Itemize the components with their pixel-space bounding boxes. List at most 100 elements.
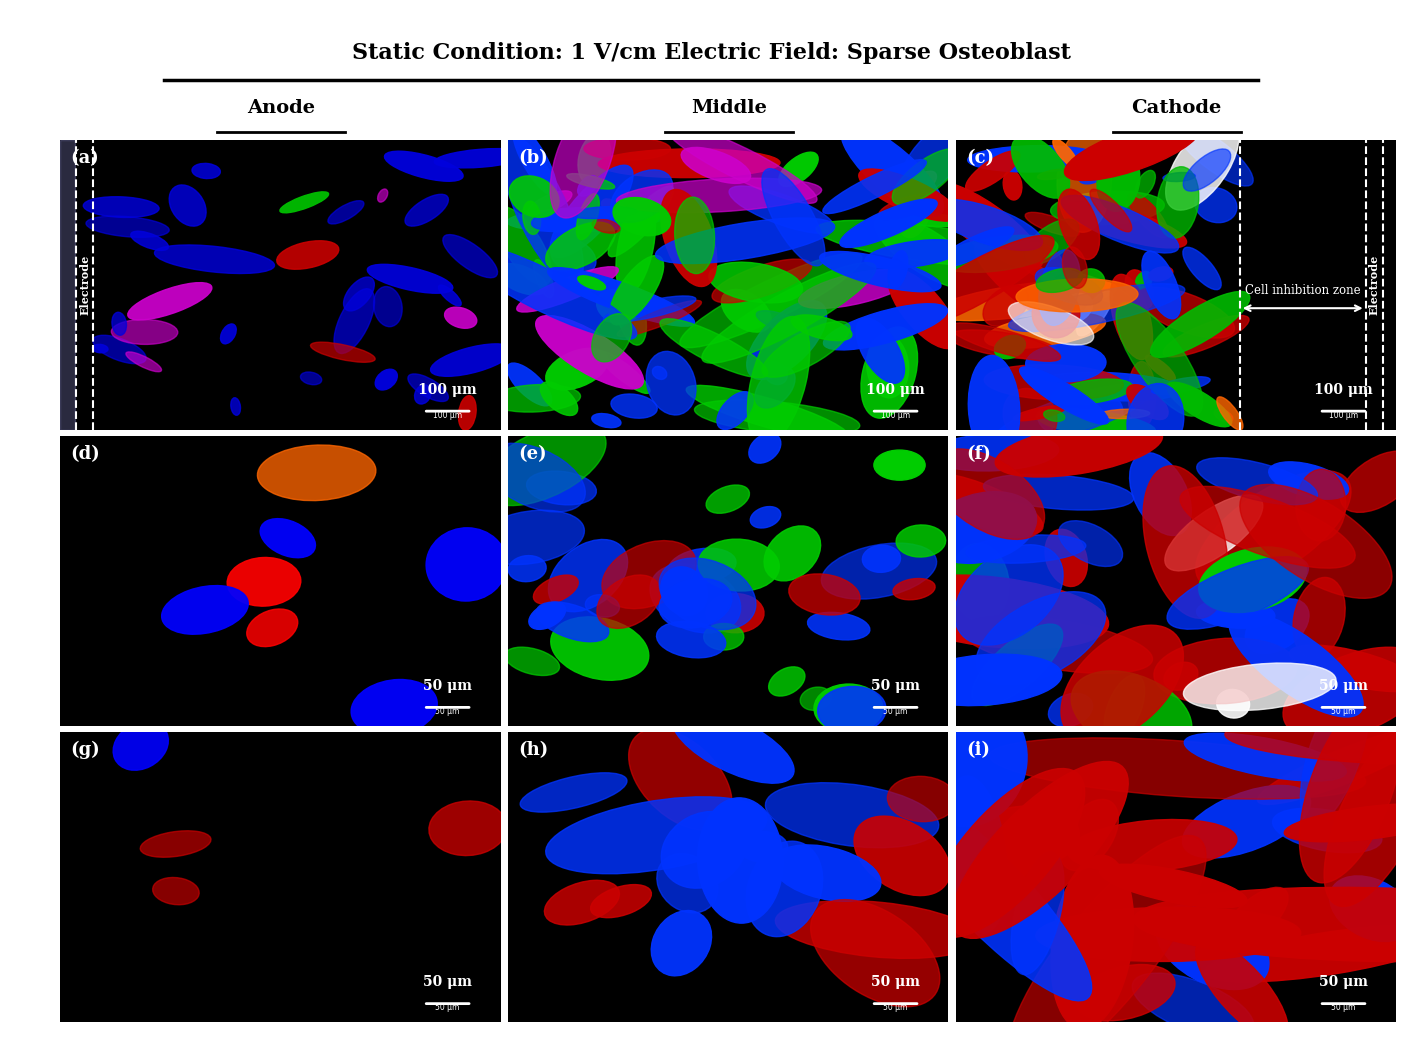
Ellipse shape (1065, 120, 1200, 180)
Ellipse shape (1146, 356, 1176, 381)
Ellipse shape (1183, 247, 1221, 289)
Ellipse shape (944, 776, 1007, 933)
Ellipse shape (1206, 925, 1422, 982)
Ellipse shape (375, 369, 397, 390)
Ellipse shape (966, 535, 1086, 563)
Ellipse shape (378, 189, 388, 202)
Ellipse shape (762, 169, 825, 265)
Ellipse shape (1224, 720, 1422, 764)
Ellipse shape (1103, 674, 1145, 740)
Ellipse shape (961, 616, 1153, 673)
Ellipse shape (1024, 219, 1079, 264)
Ellipse shape (862, 545, 900, 572)
Ellipse shape (661, 567, 707, 615)
Ellipse shape (1003, 389, 1057, 445)
Ellipse shape (1324, 720, 1422, 906)
Ellipse shape (1150, 291, 1250, 358)
Ellipse shape (840, 199, 937, 248)
Ellipse shape (779, 152, 818, 187)
Ellipse shape (757, 311, 811, 335)
Ellipse shape (913, 697, 1027, 826)
Ellipse shape (822, 543, 937, 599)
Ellipse shape (1293, 578, 1345, 658)
Ellipse shape (1116, 303, 1203, 416)
Ellipse shape (344, 277, 374, 311)
Ellipse shape (1079, 163, 1109, 184)
Ellipse shape (937, 227, 1014, 268)
Ellipse shape (616, 281, 647, 345)
Ellipse shape (603, 296, 695, 323)
Ellipse shape (509, 176, 559, 218)
Ellipse shape (1061, 293, 1092, 323)
Ellipse shape (1300, 693, 1402, 882)
Ellipse shape (680, 253, 862, 347)
Ellipse shape (1133, 888, 1422, 961)
Ellipse shape (496, 263, 547, 295)
Ellipse shape (909, 654, 1062, 705)
Ellipse shape (617, 301, 701, 336)
Ellipse shape (717, 392, 754, 429)
Ellipse shape (1048, 694, 1092, 727)
Text: (c): (c) (967, 148, 995, 167)
Ellipse shape (950, 323, 1061, 361)
Ellipse shape (674, 197, 715, 274)
Ellipse shape (1183, 785, 1311, 858)
Ellipse shape (516, 267, 619, 312)
Ellipse shape (668, 549, 737, 584)
Ellipse shape (1196, 599, 1276, 628)
Text: 50 μm: 50 μm (1331, 707, 1355, 717)
Ellipse shape (442, 234, 498, 278)
Ellipse shape (162, 586, 249, 635)
Text: 50 μm: 50 μm (424, 975, 472, 989)
Ellipse shape (528, 191, 572, 216)
Ellipse shape (567, 173, 614, 189)
Text: 100 μm: 100 μm (434, 411, 462, 420)
Ellipse shape (1176, 124, 1253, 186)
Ellipse shape (513, 125, 556, 195)
Ellipse shape (929, 433, 1059, 471)
Ellipse shape (427, 528, 506, 601)
Ellipse shape (1068, 819, 1237, 872)
Ellipse shape (1268, 461, 1348, 499)
Text: 100 μm: 100 μm (882, 411, 910, 420)
Ellipse shape (586, 594, 620, 617)
Ellipse shape (1020, 152, 1039, 164)
Ellipse shape (508, 556, 546, 582)
Ellipse shape (650, 564, 741, 633)
Text: 100 μm: 100 μm (1314, 383, 1372, 397)
Ellipse shape (772, 845, 880, 901)
Ellipse shape (1217, 690, 1250, 718)
Ellipse shape (155, 245, 274, 274)
Text: 50 μm: 50 μm (435, 707, 459, 717)
Ellipse shape (954, 544, 1064, 645)
Ellipse shape (651, 910, 711, 976)
Ellipse shape (1273, 808, 1382, 852)
Ellipse shape (681, 147, 751, 184)
Ellipse shape (85, 216, 169, 237)
Ellipse shape (609, 255, 664, 325)
Ellipse shape (792, 315, 852, 340)
Ellipse shape (1180, 486, 1355, 568)
Ellipse shape (1017, 279, 1138, 312)
Ellipse shape (429, 801, 508, 856)
Ellipse shape (909, 171, 937, 195)
Ellipse shape (112, 312, 127, 335)
Ellipse shape (1020, 243, 1062, 278)
Ellipse shape (523, 201, 540, 234)
Ellipse shape (801, 688, 832, 710)
Ellipse shape (967, 145, 1101, 172)
Ellipse shape (577, 276, 606, 290)
Ellipse shape (1163, 315, 1249, 357)
Ellipse shape (546, 348, 609, 390)
Text: Cathode: Cathode (1132, 100, 1221, 117)
Ellipse shape (1142, 251, 1180, 318)
Ellipse shape (856, 318, 904, 384)
Ellipse shape (657, 621, 725, 657)
Ellipse shape (529, 602, 566, 629)
Ellipse shape (1185, 733, 1347, 781)
Ellipse shape (1020, 367, 1109, 424)
Ellipse shape (855, 816, 950, 896)
Ellipse shape (887, 777, 956, 821)
Text: 50 μm: 50 μm (1320, 975, 1368, 989)
Ellipse shape (550, 99, 617, 218)
